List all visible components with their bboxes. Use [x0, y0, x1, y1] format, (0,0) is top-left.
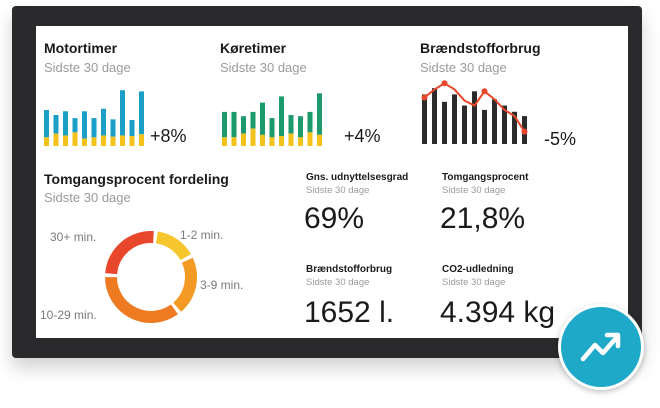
co2-value: 4.394 kg	[440, 296, 556, 329]
koeretimer-bar-low-4	[260, 134, 265, 146]
motortimer-bar-low-4	[82, 138, 87, 146]
koeretimer-bar-low-8	[298, 137, 303, 146]
motortimer-bar-0	[44, 110, 49, 138]
braendstof-bar-6	[482, 109, 487, 144]
koeretimer-bar-3	[250, 111, 256, 129]
braendstof-stat-value: 1652 l.	[304, 296, 395, 329]
motortimer-change: +8%	[150, 126, 187, 146]
braendstof-bar-1	[432, 88, 437, 144]
koeretimer-bar-low-9	[307, 132, 313, 146]
motortimer-bar-6	[101, 108, 106, 136]
braendstof-bar-4	[462, 105, 467, 144]
koeretimer-chart	[222, 93, 322, 146]
donut-slice-2	[105, 276, 178, 323]
koeretimer-bar-low-7	[288, 133, 294, 146]
co2-title: CO2-udledning	[442, 264, 514, 275]
motortimer-bar-3	[72, 118, 78, 133]
motortimer-bar-low-1	[53, 133, 59, 146]
braendstof-stat-title: Brændstofforbrug	[306, 264, 393, 275]
co2-subtitle: Sidste 30 dage	[442, 277, 506, 288]
braendstof-point-6	[481, 88, 488, 95]
koeretimer-bar-low-3	[250, 128, 256, 146]
udnyttelse-subtitle: Sidste 30 dage	[306, 185, 370, 196]
motortimer-bar-low-2	[63, 135, 68, 146]
tomgang-fordeling-subtitle: Sidste 30 dage	[44, 190, 131, 205]
koeretimer-bar-9	[307, 111, 313, 133]
tomgang-subtitle: Sidste 30 dage	[442, 185, 506, 196]
donut-label-3-9: 3-9 min.	[200, 278, 244, 292]
motortimer-title: Motortimer	[44, 40, 118, 56]
koeretimer-bar-low-0	[222, 137, 227, 146]
motortimer-bar-2	[63, 111, 68, 136]
motortimer-chart	[44, 90, 144, 146]
motortimer-bar-1	[53, 115, 59, 134]
braendstof-point-10	[521, 128, 528, 135]
udnyttelse-title: Gns. udnyttelsesgrad	[306, 172, 409, 183]
braendstof-bar-0	[422, 94, 427, 144]
braendstof-chart-change: -5%	[544, 129, 577, 149]
tomgang-value: 21,8%	[440, 202, 526, 235]
koeretimer-bar-6	[279, 96, 284, 137]
trend-badge[interactable]	[558, 304, 644, 390]
koeretimer-bar-2	[241, 116, 246, 134]
koeretimer-bar-4	[260, 102, 265, 135]
motortimer-bar-low-6	[101, 135, 106, 146]
motortimer-bar-low-5	[91, 137, 97, 146]
tomgang-fordeling-title: Tomgangsprocent fordeling	[44, 171, 229, 187]
koeretimer-title: Køretimer	[220, 40, 287, 56]
motortimer-bar-10	[139, 91, 144, 135]
braendstof-chart-title: Brændstofforbrug	[420, 40, 541, 56]
motortimer-bar-low-0	[44, 137, 49, 146]
braendstof-chart	[421, 80, 528, 144]
braendstof-line	[423, 82, 526, 133]
braendstof-bar-2	[442, 101, 447, 144]
braendstof-point-0	[421, 94, 428, 101]
motortimer-bar-low-9	[129, 136, 135, 146]
donut-slice-3	[105, 231, 154, 275]
koeretimer-subtitle: Sidste 30 dage	[220, 60, 307, 75]
motortimer-bar-low-8	[120, 135, 125, 146]
braendstof-bar-5	[472, 91, 477, 144]
motortimer-bar-7	[110, 119, 116, 137]
udnyttelse-value: 69%	[304, 202, 365, 235]
koeretimer-bar-8	[298, 116, 303, 138]
motortimer-bar-5	[91, 118, 97, 138]
donut-slice-1	[172, 257, 197, 312]
braendstof-stat-subtitle: Sidste 30 dage	[306, 277, 370, 288]
koeretimer-bar-low-1	[231, 137, 237, 146]
koeretimer-bar-5	[269, 118, 275, 138]
donut-slice-0	[155, 231, 191, 261]
koeretimer-bar-low-2	[241, 133, 246, 146]
koeretimer-bar-0	[222, 111, 227, 138]
motortimer-bar-9	[129, 119, 135, 137]
braendstof-bar-8	[502, 105, 507, 144]
braendstof-bar-3	[452, 94, 457, 144]
motortimer-subtitle: Sidste 30 dage	[44, 60, 131, 75]
donut-label-10-29: 10-29 min.	[40, 308, 97, 322]
tomgang-donut-chart	[105, 231, 197, 323]
koeretimer-bar-1	[231, 111, 237, 138]
koeretimer-bar-low-5	[269, 137, 275, 146]
motortimer-bar-low-7	[110, 136, 116, 146]
koeretimer-change: +4%	[344, 126, 381, 146]
koeretimer-bar-low-10	[317, 134, 322, 146]
braendstof-chart-subtitle: Sidste 30 dage	[420, 60, 507, 75]
monitor-frame: Motortimer Sidste 30 dage +8% Køretimer …	[12, 6, 642, 358]
motortimer-bar-4	[82, 111, 87, 139]
braendstof-point-2	[441, 80, 448, 87]
dashboard-screen: Motortimer Sidste 30 dage +8% Køretimer …	[36, 26, 628, 338]
braendstof-bar-7	[492, 99, 497, 144]
koeretimer-bar-low-6	[279, 136, 284, 146]
koeretimer-bar-10	[317, 93, 322, 135]
braendstof-bar-9	[512, 111, 517, 144]
motortimer-bar-low-10	[139, 134, 144, 146]
koeretimer-bar-7	[288, 115, 294, 134]
donut-label-1-2: 1-2 min.	[180, 228, 224, 242]
trend-up-icon	[580, 332, 621, 362]
donut-label-30plus: 30+ min.	[50, 230, 97, 244]
tomgang-title: Tomgangsprocent	[442, 172, 529, 183]
motortimer-bar-low-3	[72, 132, 78, 146]
motortimer-bar-8	[120, 90, 125, 136]
